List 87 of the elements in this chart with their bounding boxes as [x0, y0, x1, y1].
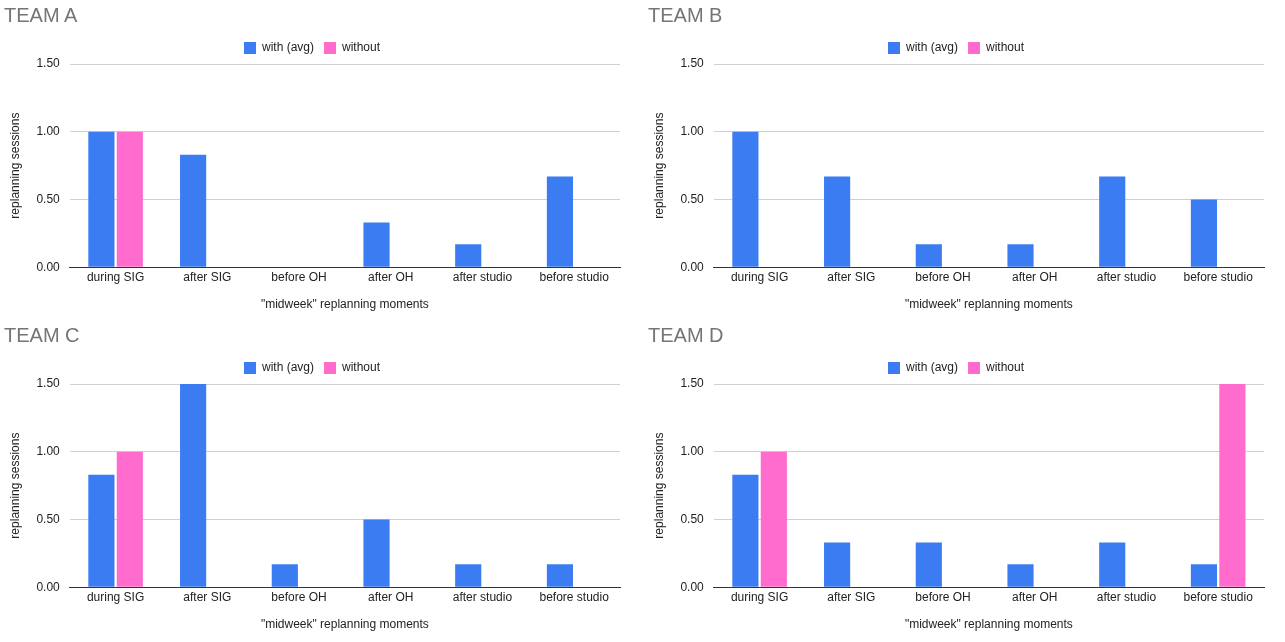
bar — [116, 131, 143, 267]
y-tick-label: 1.50 — [36, 56, 61, 71]
x-tick-label: before OH — [915, 589, 971, 604]
x-tick-label: after SIG — [183, 269, 232, 284]
y-tick-label: 0.50 — [680, 511, 705, 526]
bar — [1190, 199, 1218, 267]
chart-title: TEAM C — [4, 323, 80, 346]
x-tick-label: before studio — [1183, 589, 1254, 604]
y-tick-label: 0.00 — [36, 579, 61, 594]
bar — [1219, 384, 1246, 587]
x-axis-title: "midweek" replanning moments — [904, 297, 1073, 312]
x-tick-label: during SIG — [86, 269, 145, 284]
x-tick-label: after studio — [1096, 269, 1157, 284]
x-tick-label: before OH — [271, 589, 327, 604]
bar — [546, 176, 574, 267]
bar — [116, 451, 143, 587]
legend-label: without — [341, 360, 381, 375]
y-tick-label: 1.00 — [36, 124, 61, 139]
bar — [546, 564, 574, 587]
bar — [1007, 244, 1034, 267]
legend-label: without — [985, 40, 1025, 55]
y-tick-label: 1.00 — [680, 444, 705, 459]
bar — [824, 176, 851, 267]
bar — [1190, 564, 1218, 587]
x-tick-label: during SIG — [730, 589, 789, 604]
legend-label: with (avg) — [904, 40, 958, 55]
bar — [88, 131, 115, 267]
bar — [732, 474, 759, 587]
y-tick-label: 1.00 — [680, 124, 705, 139]
x-axis-title: "midweek" replanning moments — [904, 617, 1073, 632]
x-tick-label: after studio — [452, 269, 513, 284]
x-tick-label: before studio — [539, 269, 610, 284]
x-tick-label: before OH — [271, 269, 327, 284]
chart-title: TEAM A — [4, 3, 79, 26]
y-axis-title: replanning sessions — [651, 432, 666, 539]
legend-label: with (avg) — [260, 360, 314, 375]
y-tick-label: 0.00 — [680, 259, 705, 274]
legend-label: with (avg) — [904, 360, 958, 375]
y-axis-title: replanning sessions — [7, 432, 22, 539]
y-tick-label: 1.50 — [680, 376, 705, 391]
x-tick-label: during SIG — [86, 589, 145, 604]
bar — [363, 222, 390, 267]
y-tick-label: 0.00 — [36, 259, 61, 274]
bar — [88, 474, 115, 587]
x-tick-label: before OH — [915, 269, 971, 284]
x-tick-label: after OH — [1012, 589, 1058, 604]
y-tick-label: 1.50 — [680, 56, 705, 71]
bar — [824, 542, 851, 587]
y-tick-label: 1.50 — [36, 376, 61, 391]
x-tick-label: after SIG — [183, 589, 232, 604]
x-axis-title: "midweek" replanning moments — [260, 617, 429, 632]
x-tick-label: during SIG — [730, 269, 789, 284]
x-tick-label: before studio — [1183, 269, 1254, 284]
legend-label: without — [341, 40, 381, 55]
y-tick-label: 1.00 — [36, 444, 61, 459]
x-tick-label: after studio — [452, 589, 513, 604]
y-axis-title: replanning sessions — [7, 112, 22, 219]
bar — [1099, 542, 1126, 587]
bar — [180, 154, 207, 267]
legend-label: with (avg) — [260, 40, 314, 55]
bar — [180, 384, 207, 587]
y-tick-label: 0.00 — [680, 579, 705, 594]
y-tick-label: 0.50 — [36, 511, 61, 526]
chart-title: TEAM B — [648, 3, 723, 26]
y-tick-label: 0.50 — [36, 191, 61, 206]
chart-title: TEAM D — [648, 323, 724, 346]
bar — [732, 131, 759, 267]
x-axis-title: "midweek" replanning moments — [260, 297, 429, 312]
bar — [363, 519, 390, 587]
y-axis-title: replanning sessions — [651, 112, 666, 219]
bar — [760, 451, 787, 587]
x-tick-label: after SIG — [827, 589, 876, 604]
x-tick-label: after OH — [368, 589, 414, 604]
bar — [455, 244, 482, 267]
bar — [1007, 564, 1034, 587]
x-tick-label: after OH — [1012, 269, 1058, 284]
y-tick-label: 0.50 — [680, 191, 705, 206]
bar — [271, 564, 298, 587]
x-tick-label: after studio — [1096, 589, 1157, 604]
legend-label: without — [985, 360, 1025, 375]
x-tick-label: before studio — [539, 589, 610, 604]
x-tick-label: after SIG — [827, 269, 876, 284]
bar — [1099, 176, 1126, 267]
x-tick-label: after OH — [368, 269, 414, 284]
bar — [915, 542, 942, 587]
bar — [915, 244, 942, 267]
bar — [455, 564, 482, 587]
